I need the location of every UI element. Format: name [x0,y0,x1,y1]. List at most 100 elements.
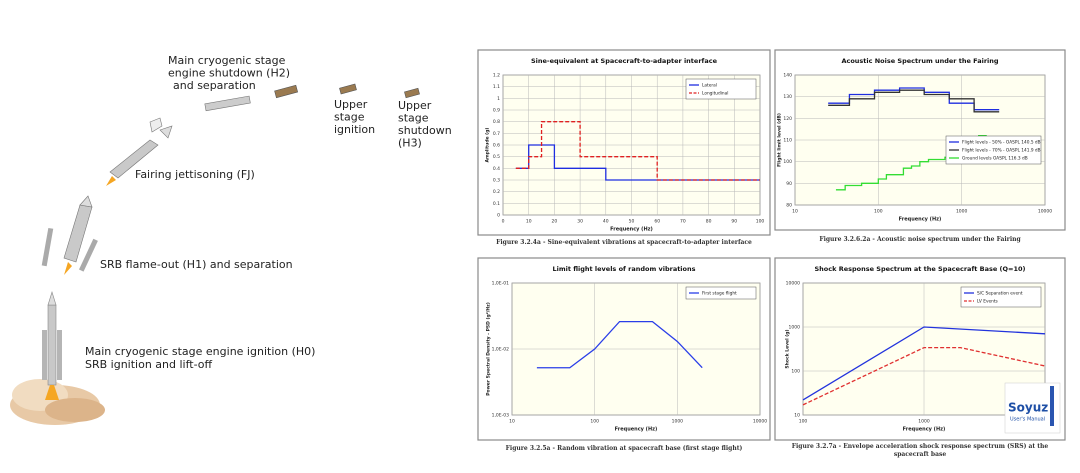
x-tick-label: 50 [629,219,635,225]
x-axis-label: Frequency (Hz) [610,227,653,233]
y-tick-label: 1 [497,96,500,102]
logo-name: Soyuz [1008,401,1048,415]
y-tick-label: 10 [794,413,800,419]
x-tick-label: 30 [577,219,583,225]
y-tick-label: 1,0E-01 [492,281,509,287]
x-tick-label: 80 [706,219,712,225]
y-axis-label: Flight limit level (dB) [777,113,783,167]
y-tick-label: 110 [783,138,792,144]
legend-label: Ground levels OASPL 116.3 dB [962,156,1028,162]
launch-illustration [10,290,105,425]
y-tick-label: 0.1 [493,201,500,207]
logo-rocket [1050,386,1054,426]
y-tick-label: 0.8 [493,119,500,125]
sequence-label: Main cryogenic stage [168,54,286,67]
figure-caption: Figure 3.2.4a - Sine-equivalent vibratio… [496,239,752,246]
data-line [515,144,760,181]
chart-title: Acoustic Noise Spectrum under the Fairin… [841,57,998,65]
chart-title: Limit flight levels of random vibrations [552,265,695,273]
chart-title: Sine-equivalent at Spacecraft-to-adapter… [531,57,718,65]
data-line [802,346,1046,406]
fairing-illustration [106,117,173,186]
x-axis-label: Frequency (Hz) [615,427,658,433]
y-tick-label: 0.6 [493,143,500,149]
y-tick-label: 1,0E-03 [492,413,509,419]
logo-subtitle: User's Manual [1010,417,1045,423]
sequence-label: stage [398,112,429,125]
y-tick-label: 90 [786,181,792,187]
x-tick-label: 10000 [753,419,767,425]
y-tick-label: 0.9 [493,108,500,114]
data-line [802,326,1046,401]
x-tick-label: 10000 [1038,209,1052,215]
y-tick-label: 0.7 [493,131,500,137]
y-tick-label: 1,0E-02 [492,347,509,353]
legend-label: First stage flight [702,291,737,297]
data-line [536,320,703,369]
y-tick-label: 100 [783,159,792,165]
y-tick-label: 0.4 [493,166,500,172]
x-tick-label: 1000 [918,419,930,425]
x-axis-label: Frequency (Hz) [899,217,942,223]
y-tick-label: 0 [497,213,500,219]
x-axis-label: Frequency (Hz) [903,427,946,433]
legend-label: Flight levels - 70% - OASPL 141.9 dB [962,148,1041,154]
x-tick-label: 40 [603,219,609,225]
x-tick-label: 100 [756,219,765,225]
legend-box [945,135,1042,165]
chart-title: Shock Response Spectrum at the Spacecraf… [815,265,1026,273]
x-tick-label: 10 [509,419,515,425]
x-tick-label: 0 [502,219,505,225]
srb-separation-illustration [41,195,98,275]
y-tick-label: 0.5 [493,154,500,160]
sequence-label: SRB ignition and lift-off [85,358,213,371]
y-tick-label: 10000 [786,281,800,287]
data-line [828,89,1000,113]
sequence-label: ignition [334,123,375,136]
x-tick-label: 60 [654,219,660,225]
x-tick-label: 90 [731,219,737,225]
sequence-label: (H3) [398,137,422,150]
y-tick-label: 120 [783,116,792,122]
data-line [515,121,760,181]
data-line [828,87,1000,111]
legend-box [960,286,1042,308]
x-tick-label: 1000 [672,419,684,425]
x-tick-label: 100 [874,209,883,215]
y-tick-label: 140 [783,73,792,79]
x-tick-label: 100 [799,419,808,425]
y-axis-label: Power Spectral Density - PSD (g²/Hz) [486,302,492,396]
sequence-label: and separation [173,79,256,92]
sequence-label: Main cryogenic stage engine ignition (H0… [85,345,315,358]
stage-separation-illustration [204,83,420,112]
y-tick-label: 80 [786,203,792,209]
y-tick-label: 100 [791,369,800,375]
y-tick-label: 1.1 [493,84,500,90]
legend-label: Longitudinal [702,91,728,97]
charts: Sine-equivalent at Spacecraft-to-adapter… [477,49,1066,441]
x-tick-label: 70 [680,219,686,225]
sequence-label: stage [334,111,365,124]
x-tick-label: 20 [552,219,558,225]
x-tick-label: 100 [590,419,599,425]
legend-label: Lateral [702,83,717,89]
y-tick-label: 130 [783,94,792,100]
legend-label: Flight levels - 50% - OASPL 140.5 dB [962,140,1041,146]
y-tick-label: 1.2 [493,73,500,79]
y-tick-label: 1000 [789,325,801,331]
figure-caption: Figure 3.2.7a - Envelope acceleration sh… [791,443,1049,458]
legend-label: LV Events [977,299,999,305]
sequence-label: Fairing jettisoning (FJ) [135,168,255,181]
y-axis-label: Shock Level (g) [785,329,791,368]
y-tick-label: 0.3 [493,178,500,184]
legend-box [685,286,757,300]
sequence-label: Upper [398,99,432,112]
sequence-label: Upper [334,98,368,111]
figure-caption: Figure 3.2.5a - Random vibration at spac… [505,445,743,452]
sequence-label: engine shutdown (H2) [168,67,290,80]
sequence-label: SRB flame-out (H1) and separation [100,258,293,271]
sequence-label: shutdown [398,124,452,137]
x-tick-label: 1000 [956,209,968,215]
